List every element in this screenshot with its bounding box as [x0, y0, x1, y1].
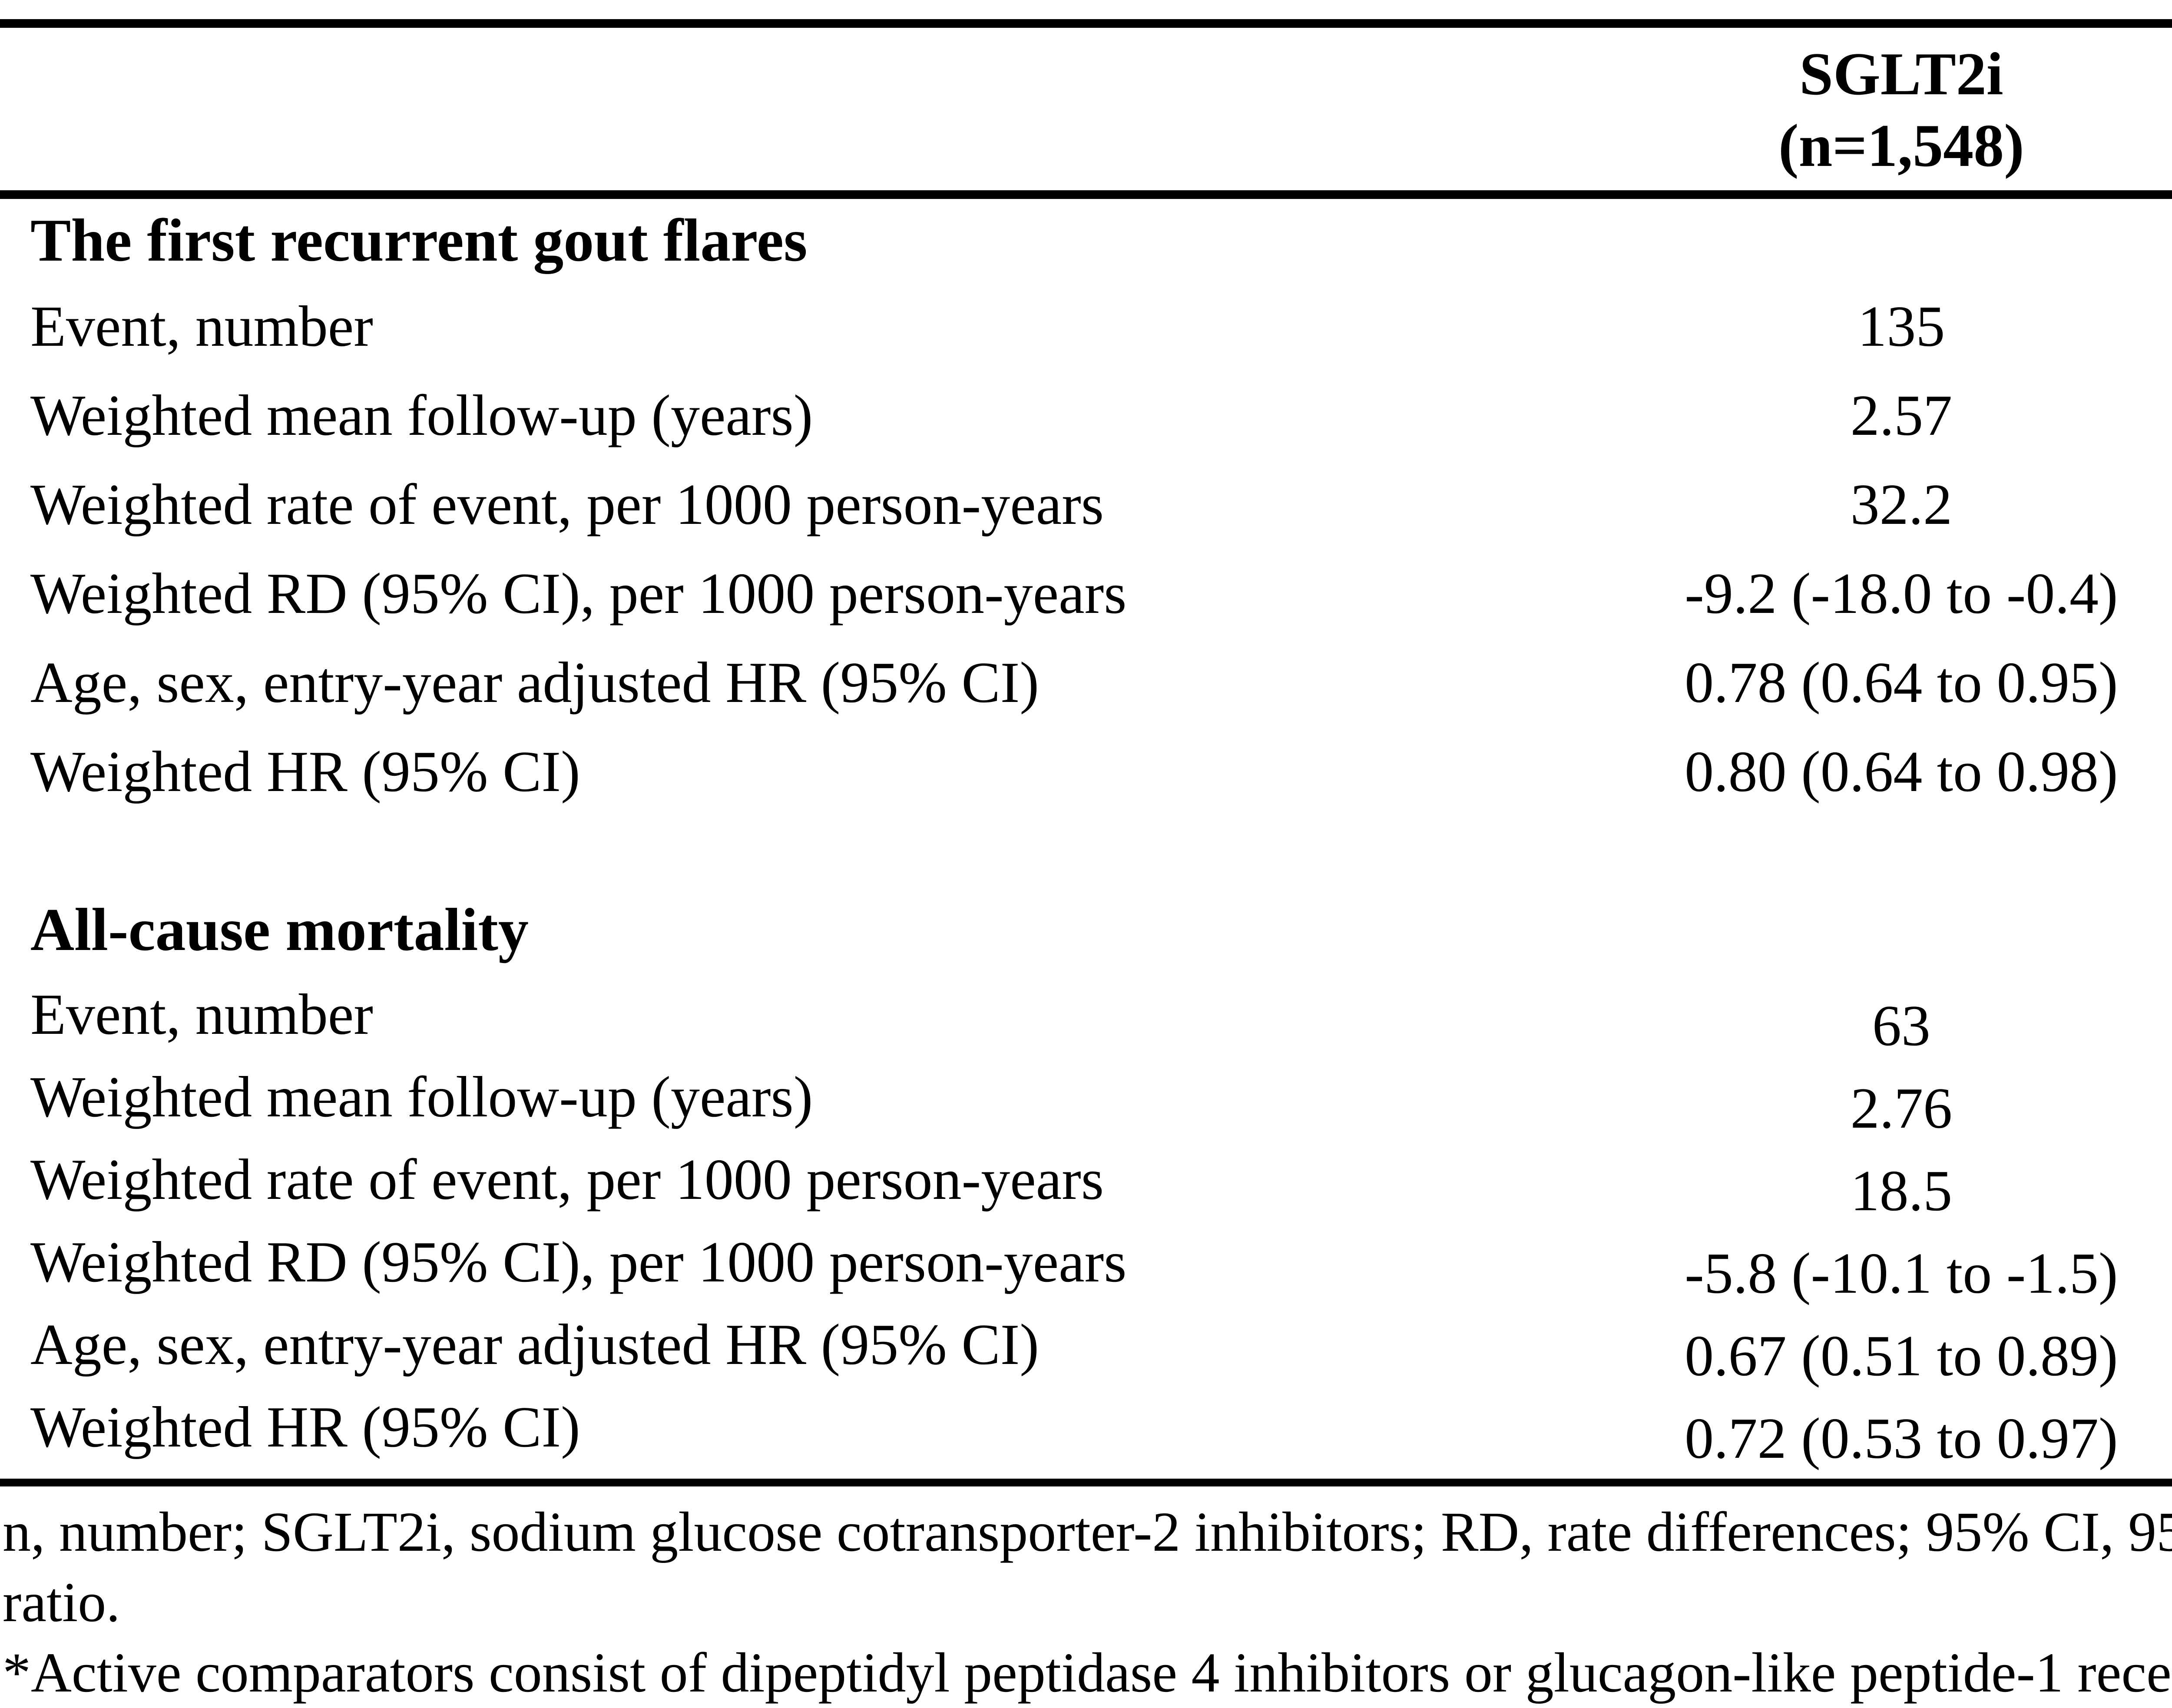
row-label: Weighted RD (95% CI), per 1000 person-ye… — [30, 561, 1127, 626]
table-row: Weighted rate of event, per 1000 person-… — [0, 460, 2172, 549]
table-top-rule — [0, 19, 2172, 28]
value-sglt2i: 18.5 — [1850, 1159, 1953, 1223]
row-label: Weighted mean follow-up (years) — [30, 1065, 813, 1129]
value-sglt2i: 0.80 (0.64 to 0.98) — [1685, 739, 2118, 804]
section-title: The first recurrent gout flares — [30, 206, 808, 274]
table-bottom-rule — [0, 1479, 2172, 1486]
value-sglt2i: 135 — [1857, 294, 1945, 358]
column-header-row: SGLT2i (n=1,548) Active comparators* (n=… — [0, 38, 2172, 182]
row-label: Age, sex, entry-year adjusted HR (95% CI… — [30, 1312, 1039, 1377]
section-gout-flares: The first recurrent gout flares Event, n… — [0, 199, 2172, 816]
footnote-abbreviations: n, number; SGLT2i, sodium glucose cotran… — [3, 1501, 2172, 1634]
row-label: Weighted HR (95% CI) — [30, 1395, 580, 1459]
row-label: Weighted mean follow-up (years) — [30, 383, 813, 447]
value-sglt2i: -9.2 (-18.0 to -0.4) — [1685, 561, 2118, 626]
section-title: All-cause mortality — [30, 896, 529, 963]
value-sglt2i: -5.8 (-10.1 to -1.5) — [1685, 1241, 2118, 1305]
value-sglt2i: 0.72 (0.53 to 0.97) — [1685, 1406, 2118, 1470]
table-row: Event, number 135 628 — [0, 281, 2172, 371]
table-row: Weighted RD (95% CI), per 1000 person-ye… — [0, 549, 2172, 638]
row-label: Weighted HR (95% CI) — [30, 739, 580, 804]
row-label: Weighted RD (95% CI), per 1000 person-ye… — [30, 1230, 1127, 1294]
table-row: Age, sex, entry-year adjusted HR (95% CI… — [0, 1303, 2172, 1388]
table-row: Weighted mean follow-up (years) 2.76 2.7… — [0, 1056, 2172, 1140]
row-label: Weighted rate of event, per 1000 person-… — [30, 472, 1104, 536]
row-label: Event, number — [30, 294, 373, 358]
row-label: Age, sex, entry-year adjusted HR (95% CI… — [30, 650, 1039, 715]
column-subtitle: (n=1,548) — [1778, 112, 2024, 179]
table-row: Weighted RD (95% CI), per 1000 person-ye… — [0, 1221, 2172, 1305]
value-sglt2i: 0.67 (0.51 to 0.89) — [1685, 1324, 2118, 1388]
table-header-rule — [0, 190, 2172, 199]
value-sglt2i: 0.78 (0.64 to 0.95) — [1685, 650, 2118, 715]
table-row: Event, number 63 607 — [0, 973, 2172, 1058]
section-all-cause-mortality: All-cause mortality Event, number 63 607… — [0, 886, 2172, 1471]
row-label: Weighted rate of event, per 1000 person-… — [30, 1147, 1104, 1211]
table-row: Weighted HR (95% CI) 0.80 (0.64 to 0.98)… — [0, 727, 2172, 816]
value-sglt2i: 2.76 — [1850, 1076, 1953, 1140]
row-label: Event, number — [30, 982, 373, 1046]
table-row: Age, sex, entry-year adjusted HR (95% CI… — [0, 638, 2172, 727]
table-row: Weighted rate of event, per 1000 person-… — [0, 1138, 2172, 1223]
table-row: Weighted mean follow-up (years) 2.57 2.4… — [0, 371, 2172, 460]
value-sglt2i: 32.2 — [1850, 472, 1953, 536]
column-header-sglt2i: SGLT2i (n=1,548) — [1488, 38, 2172, 182]
value-sglt2i: 2.57 — [1850, 383, 1953, 447]
footnote-active-comparators: *Active comparators consist of dipeptidy… — [3, 1642, 2172, 1704]
column-title: SGLT2i — [1799, 40, 2003, 108]
footnotes: n, number; SGLT2i, sodium glucose cotran… — [3, 1497, 2172, 1708]
value-sglt2i: 63 — [1872, 993, 1930, 1058]
table-row: Weighted HR (95% CI) 0.72 (0.53 to 0.97)… — [0, 1386, 2172, 1470]
